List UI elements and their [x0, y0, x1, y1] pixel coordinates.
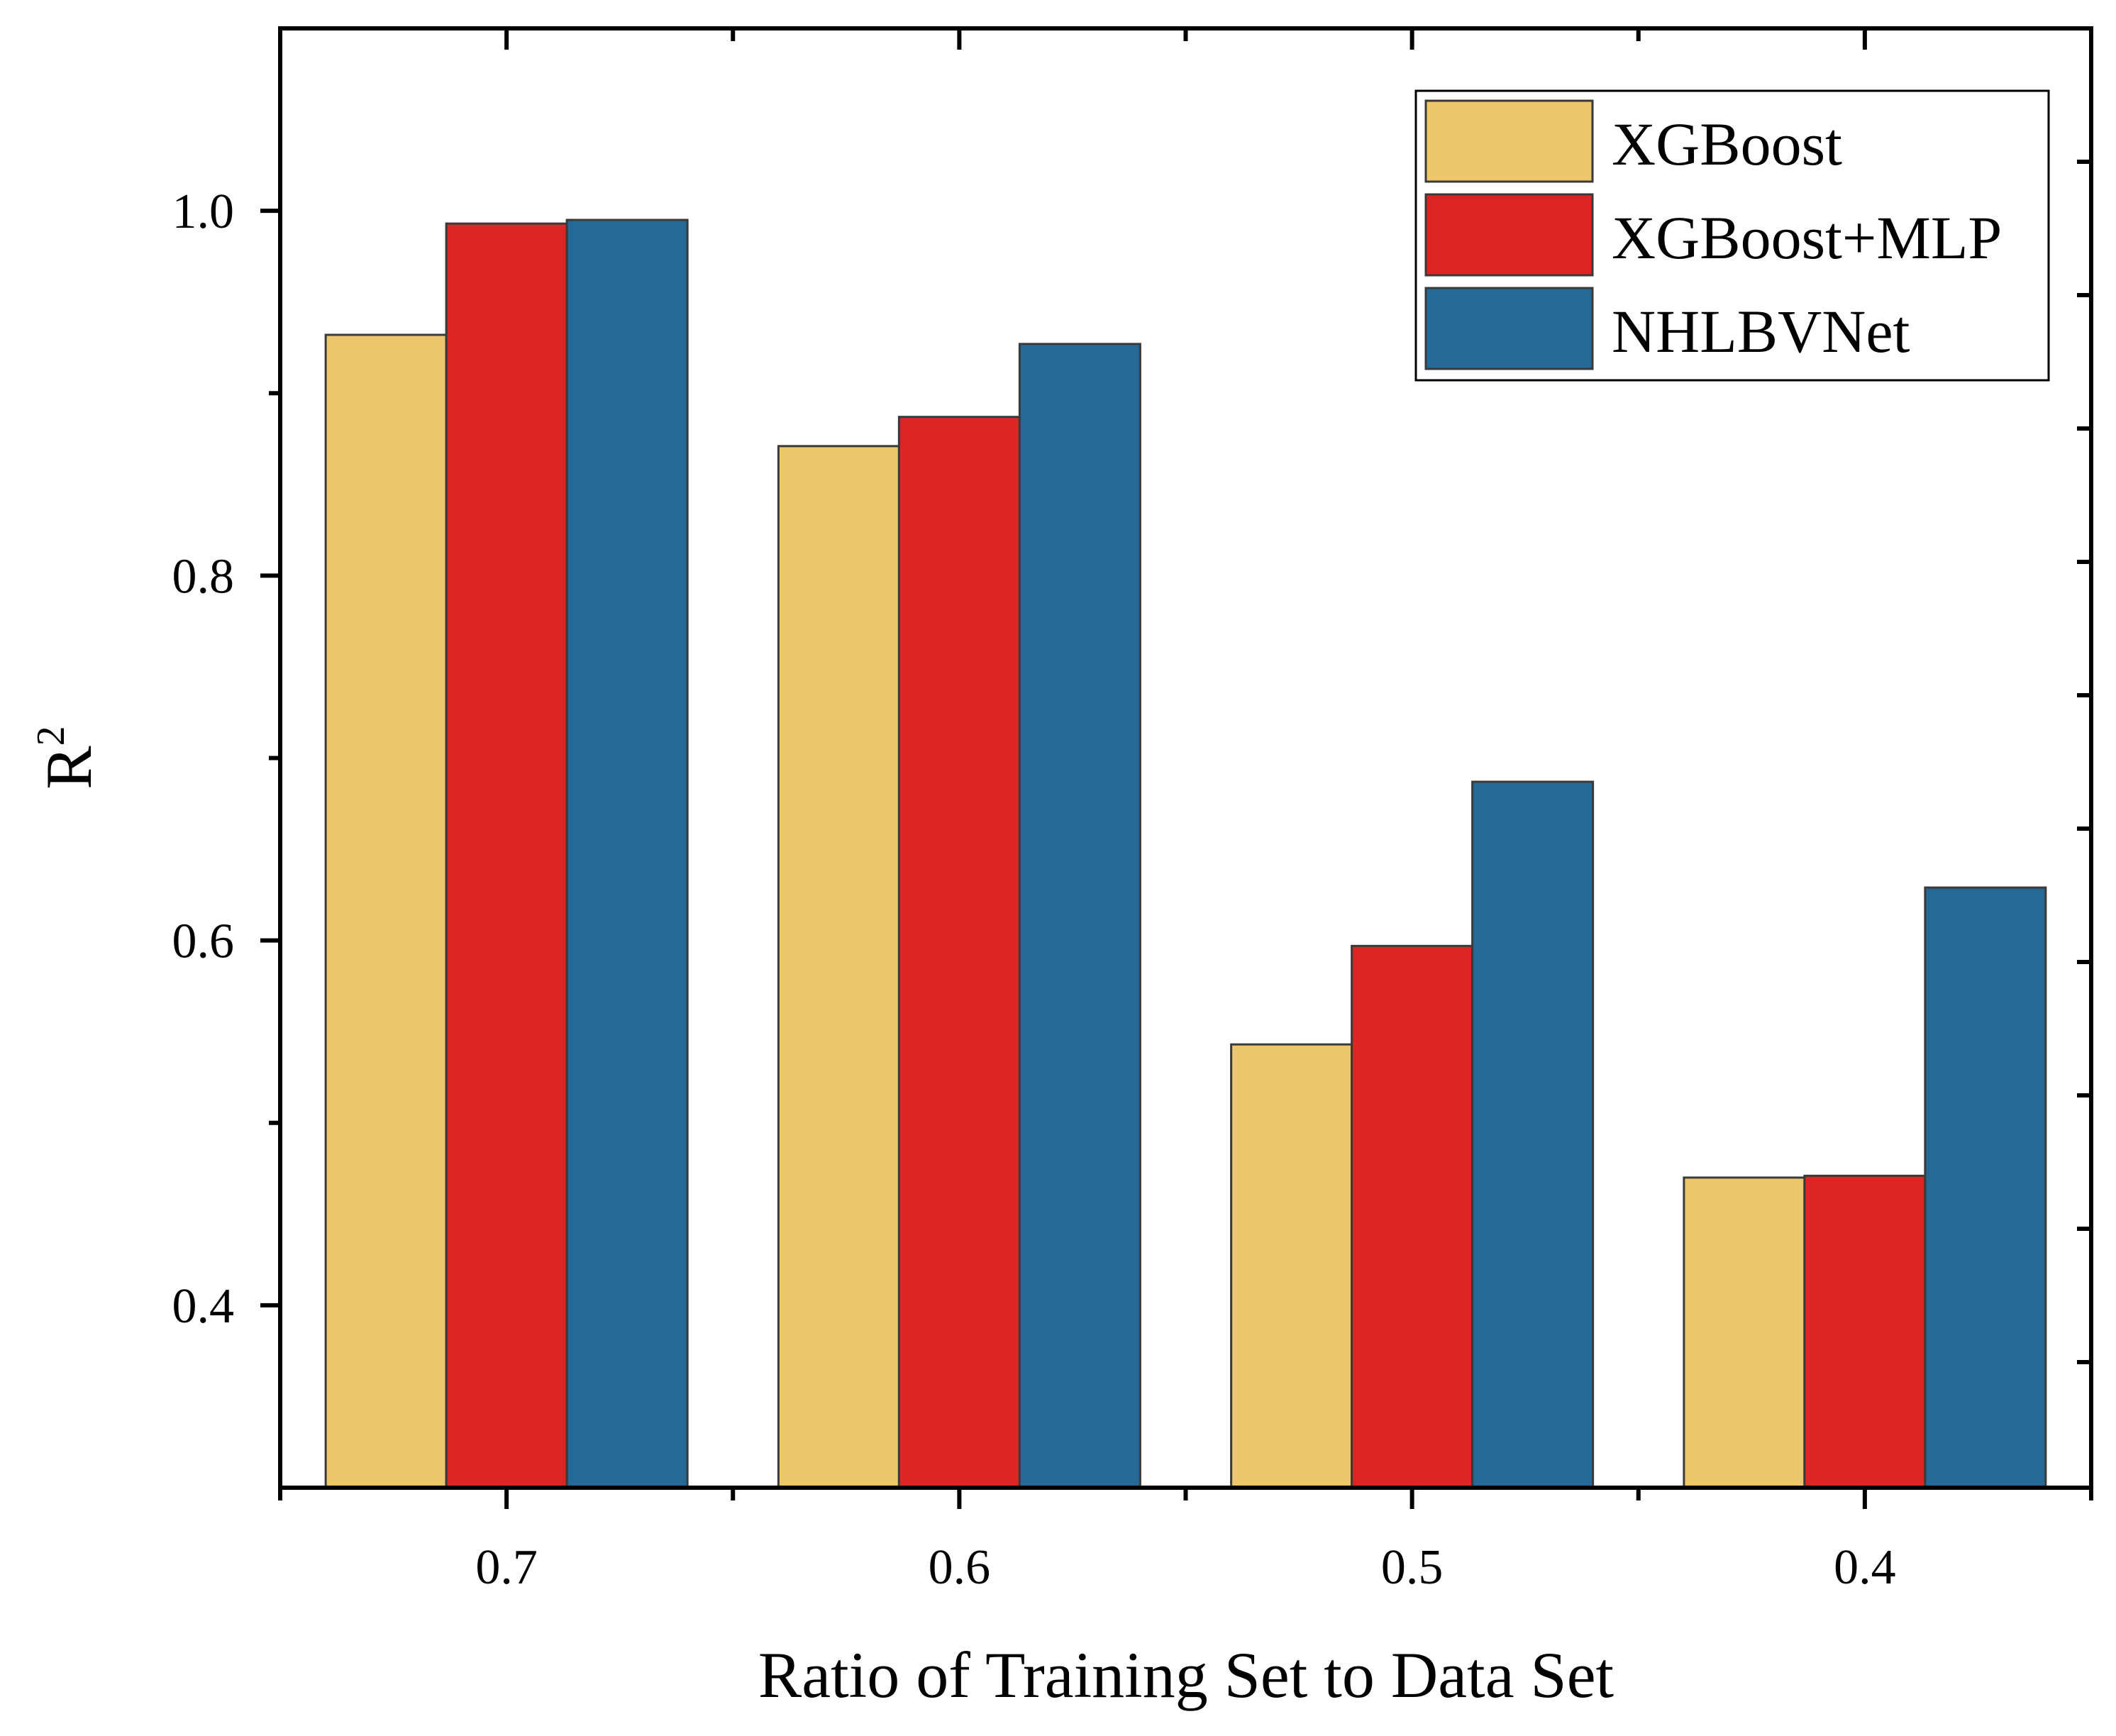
bar [565, 219, 689, 1489]
bar [777, 445, 900, 1489]
legend-label: XGBoost [1612, 110, 1842, 178]
y-tick-label: 0.6 [172, 914, 235, 969]
x-tick-label: 0.5 [1381, 1540, 1444, 1595]
legend-swatch [1424, 99, 1594, 183]
bars-group [324, 219, 2047, 1489]
x-tick-label: 0.6 [929, 1540, 991, 1595]
y-tick-labels: 0.4 0.6 0.8 1.0 [172, 184, 235, 1334]
legend: XGBoost XGBoost+MLP NHLBVNet [1414, 89, 2050, 382]
x-tick-label: 0.4 [1834, 1540, 1896, 1595]
y-axis-title: R2 [29, 726, 105, 789]
legend-swatch [1424, 287, 1594, 370]
y-axis-title-superscript: 2 [29, 726, 73, 746]
bar [1351, 944, 1474, 1489]
legend-label: NHLBVNet [1612, 297, 1910, 365]
legend-label: XGBoost+MLP [1612, 204, 2002, 272]
ticks-group [260, 28, 2093, 1509]
svg-text:R2: R2 [29, 726, 105, 789]
y-tick-label: 0.8 [172, 549, 235, 604]
bar [1803, 1174, 1927, 1489]
bar [1471, 780, 1595, 1489]
x-tick-label: 0.7 [475, 1540, 538, 1595]
bar [897, 416, 1021, 1489]
x-tick-labels: 0.7 0.6 0.5 0.4 [475, 1540, 1895, 1595]
bar [1018, 343, 1141, 1489]
y-tick-label: 0.4 [172, 1279, 235, 1334]
y-tick-label: 1.0 [172, 184, 235, 239]
bar [1924, 886, 2047, 1489]
x-axis-title: Ratio of Training Set to Data Set [758, 1639, 1614, 1711]
y-axis-title-base: R [33, 746, 105, 790]
bar [445, 222, 568, 1489]
bar [1683, 1176, 1806, 1489]
bar [324, 333, 448, 1489]
legend-swatch [1424, 193, 1594, 277]
bar [1230, 1043, 1353, 1489]
